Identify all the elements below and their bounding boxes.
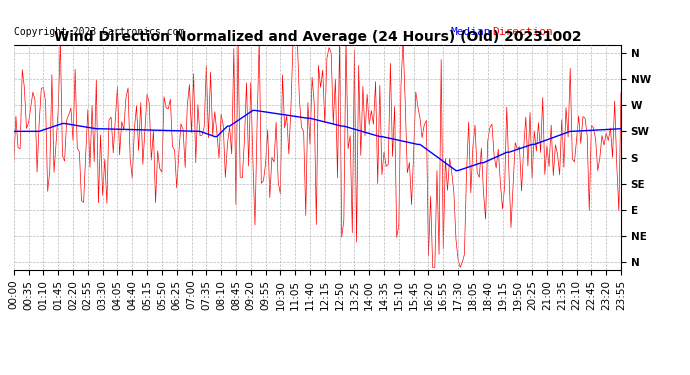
- Text: Median: Median: [451, 27, 491, 37]
- Text: Direction: Direction: [492, 27, 553, 37]
- Text: Copyright 2023 Cartronics.com: Copyright 2023 Cartronics.com: [14, 27, 184, 37]
- Title: Wind Direction Normalized and Average (24 Hours) (Old) 20231002: Wind Direction Normalized and Average (2…: [54, 30, 581, 44]
